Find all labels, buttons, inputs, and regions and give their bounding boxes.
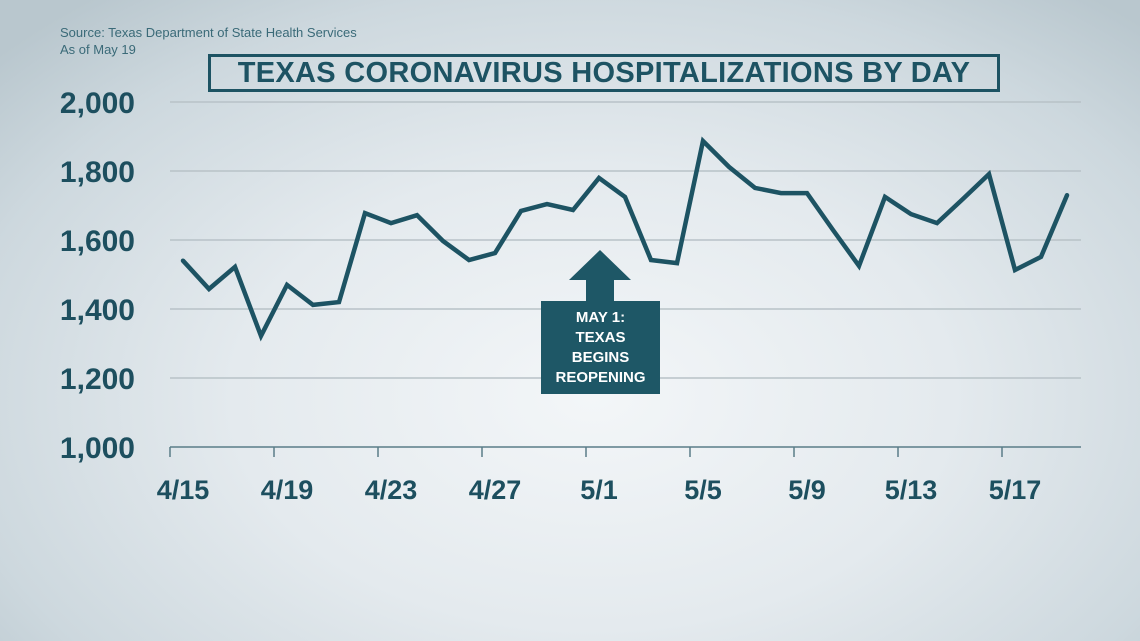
y-tick-label: 1,200	[60, 363, 135, 396]
source-line: Source: Texas Department of State Health…	[60, 25, 357, 40]
as-of-date: As of May 19	[60, 42, 136, 57]
reopening-callout: MAY 1: TEXAS BEGINS REOPENING	[541, 301, 660, 394]
up-arrow-icon	[569, 250, 631, 302]
x-tick-label: 5/1	[580, 475, 618, 505]
y-axis-labels: 1,000 1,200 1,400 1,600 1,800 2,000	[60, 87, 135, 465]
x-tick-label: 4/15	[157, 475, 210, 505]
callout-line: REOPENING	[555, 368, 646, 386]
chart-title: TEXAS CORONAVIRUS HOSPITALIZATIONS BY DA…	[208, 54, 1000, 92]
y-tick-label: 1,800	[60, 156, 135, 189]
x-tick-label: 5/13	[885, 475, 938, 505]
x-tick-label: 4/23	[365, 475, 418, 505]
y-tick-label: 1,400	[60, 294, 135, 327]
x-tick-label: 5/5	[684, 475, 722, 505]
x-tick-label: 5/17	[989, 475, 1042, 505]
y-tick-label: 2,000	[60, 87, 135, 120]
y-tick-label: 1,000	[60, 432, 135, 465]
callout-line: MAY 1:	[575, 308, 626, 326]
x-tick-label: 4/19	[261, 475, 314, 505]
x-axis: 4/15 4/19 4/23 4/27 5/1 5/5 5/9 5/13 5/17	[157, 446, 1081, 505]
callout-line: TEXAS	[575, 328, 626, 346]
callout-line: BEGINS	[571, 348, 630, 366]
data-line	[180, 136, 1070, 342]
x-tick-label: 4/27	[469, 475, 522, 505]
y-tick-label: 1,600	[60, 225, 135, 258]
source-note: Source: Texas Department of State Health…	[60, 24, 357, 58]
gridlines	[170, 101, 1081, 379]
x-tick-label: 5/9	[788, 475, 826, 505]
